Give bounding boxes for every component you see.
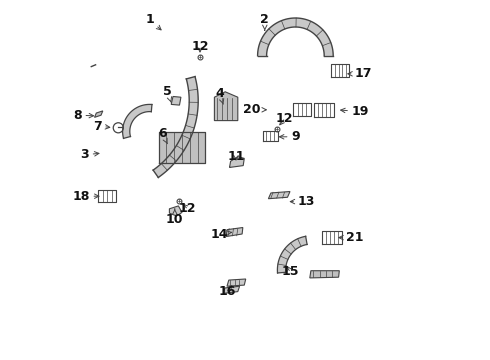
Polygon shape bbox=[310, 271, 339, 278]
Text: 2: 2 bbox=[260, 13, 269, 31]
Text: 1: 1 bbox=[145, 13, 161, 30]
Polygon shape bbox=[171, 96, 181, 105]
Polygon shape bbox=[95, 111, 103, 117]
Text: 11: 11 bbox=[227, 150, 245, 163]
Text: 21: 21 bbox=[339, 231, 364, 244]
Text: 20: 20 bbox=[244, 103, 267, 116]
Text: 9: 9 bbox=[279, 130, 300, 143]
Text: 4: 4 bbox=[216, 87, 224, 104]
Polygon shape bbox=[170, 206, 182, 216]
Polygon shape bbox=[258, 18, 333, 56]
Text: 16: 16 bbox=[219, 285, 236, 298]
Text: 5: 5 bbox=[163, 85, 172, 102]
Polygon shape bbox=[122, 104, 152, 138]
Text: 3: 3 bbox=[80, 148, 99, 161]
Polygon shape bbox=[223, 286, 240, 293]
Polygon shape bbox=[226, 228, 243, 237]
Polygon shape bbox=[269, 192, 290, 199]
Polygon shape bbox=[229, 157, 245, 167]
Text: 6: 6 bbox=[158, 127, 168, 144]
Text: 8: 8 bbox=[74, 109, 94, 122]
Text: 18: 18 bbox=[73, 190, 99, 203]
Text: 17: 17 bbox=[348, 67, 372, 80]
Polygon shape bbox=[215, 92, 238, 121]
Polygon shape bbox=[159, 132, 205, 163]
Text: 15: 15 bbox=[281, 265, 299, 278]
Polygon shape bbox=[227, 279, 245, 286]
Polygon shape bbox=[153, 77, 198, 177]
Text: 10: 10 bbox=[166, 209, 184, 226]
Text: 12: 12 bbox=[179, 202, 196, 215]
Text: 13: 13 bbox=[290, 195, 315, 208]
Text: 14: 14 bbox=[211, 228, 232, 240]
Polygon shape bbox=[277, 236, 307, 273]
Text: 19: 19 bbox=[341, 105, 369, 118]
Text: 7: 7 bbox=[93, 120, 110, 132]
Text: 12: 12 bbox=[191, 40, 209, 53]
Text: 12: 12 bbox=[276, 112, 294, 125]
